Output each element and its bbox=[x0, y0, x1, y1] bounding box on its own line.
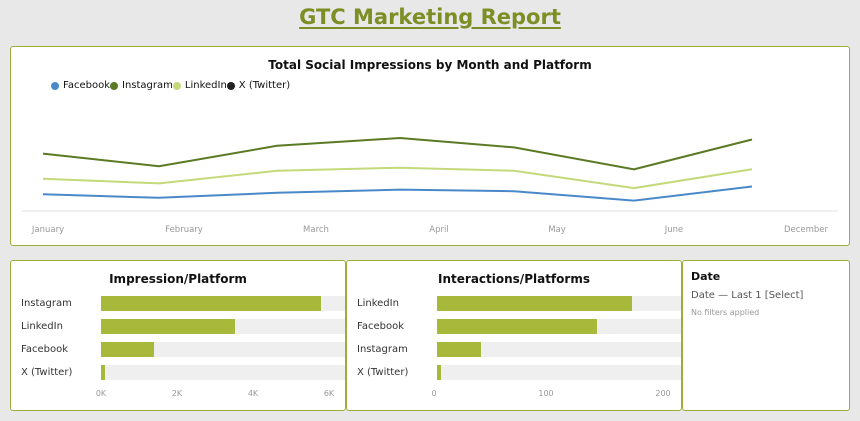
date-heading: Date bbox=[691, 270, 721, 283]
bar-mark bbox=[101, 296, 321, 311]
bar-category-label: Facebook bbox=[357, 321, 404, 332]
legend-item-facebook[interactable]: Facebook bbox=[51, 80, 110, 91]
x-tick-label: January bbox=[31, 225, 64, 235]
interactions-title: Interactions/Platforms bbox=[438, 272, 590, 286]
bar-category-label: X (Twitter) bbox=[357, 367, 409, 378]
x-tick-label: May bbox=[548, 225, 566, 235]
series-line-linkedin bbox=[42, 166, 753, 190]
bar-category-label: Facebook bbox=[21, 344, 68, 355]
legend-item-instagram[interactable]: Instagram bbox=[110, 80, 173, 91]
bar-category-label: LinkedIn bbox=[21, 321, 63, 332]
legend-label: Facebook bbox=[63, 80, 110, 91]
line-chart-panel: Total Social Impressions by Month and Pl… bbox=[10, 46, 850, 246]
x-tick-label: 2K bbox=[171, 389, 183, 398]
report-title: GTC Marketing Report bbox=[299, 5, 561, 29]
line-chart-plot: January February March April May June December bbox=[22, 136, 838, 235]
bar-mark bbox=[437, 319, 597, 334]
legend-dot-x-twitter bbox=[226, 81, 235, 90]
bar-mark bbox=[437, 365, 441, 380]
x-tick-label: 200 bbox=[655, 389, 671, 398]
legend-dot-instagram bbox=[110, 81, 118, 90]
x-tick-label: 100 bbox=[538, 389, 554, 398]
bar-row[interactable]: Facebook bbox=[357, 319, 681, 335]
date-filter-select[interactable]: Date — Last 1 [Select] bbox=[691, 290, 804, 301]
bar-track bbox=[101, 342, 345, 357]
bar-row[interactable]: Instagram bbox=[357, 342, 681, 358]
bar-mark bbox=[437, 296, 633, 311]
bar-row[interactable]: X (Twitter) bbox=[21, 365, 345, 381]
bar-row[interactable]: X (Twitter) bbox=[357, 365, 681, 381]
bar-row[interactable]: Facebook bbox=[21, 342, 345, 358]
series-line-facebook bbox=[42, 185, 753, 202]
bar-row[interactable]: LinkedIn bbox=[21, 319, 345, 335]
bar-track bbox=[437, 342, 681, 357]
bar-row[interactable]: LinkedIn bbox=[357, 296, 681, 312]
bar-track bbox=[101, 365, 345, 380]
bar-category-label: Instagram bbox=[357, 344, 408, 355]
bar-row[interactable]: Instagram bbox=[21, 296, 345, 312]
bar-mark bbox=[437, 342, 481, 357]
legend-label: Instagram bbox=[122, 80, 173, 91]
impressions-title: Impression/Platform bbox=[109, 272, 247, 286]
bar-track bbox=[437, 365, 681, 380]
x-tick-label: 4K bbox=[247, 389, 259, 398]
bar-track bbox=[101, 296, 345, 311]
x-tick-label: 6K bbox=[323, 389, 335, 398]
legend-label: LinkedIn bbox=[184, 80, 227, 91]
bar-track bbox=[437, 319, 681, 334]
bar-mark bbox=[101, 342, 154, 357]
legend-item-x-twitter[interactable]: X (Twitter) bbox=[226, 80, 291, 91]
x-tick-label: April bbox=[429, 225, 448, 235]
series-line-instagram bbox=[42, 136, 753, 171]
impressions-panel: Impression/Platform Instagram LinkedIn Fac… bbox=[10, 260, 346, 411]
legend-dot-linkedin bbox=[172, 81, 181, 90]
bar-category-label: Instagram bbox=[21, 298, 72, 309]
date-filter-panel: Date Date — Last 1 [Select] No filters a… bbox=[682, 260, 850, 411]
legend-dot-facebook bbox=[51, 81, 59, 90]
x-tick-label: December bbox=[784, 225, 829, 235]
line-chart-title: Total Social Impressions by Month and Pl… bbox=[268, 58, 592, 72]
x-tick-label: March bbox=[303, 225, 329, 235]
x-tick-label: 0 bbox=[431, 389, 437, 398]
legend-item-linkedin[interactable]: LinkedIn bbox=[172, 80, 227, 91]
bar-track bbox=[437, 296, 681, 311]
line-chart-legend: Facebook Instagram LinkedIn X (Twitter) bbox=[51, 80, 290, 91]
x-tick-label: June bbox=[664, 225, 684, 235]
filter-status-note: No filters applied bbox=[691, 308, 760, 317]
bar-category-label: X (Twitter) bbox=[21, 367, 73, 378]
bar-mark bbox=[101, 319, 236, 334]
bar-track bbox=[101, 319, 345, 334]
bar-mark bbox=[101, 365, 106, 380]
bar-category-label: LinkedIn bbox=[357, 298, 399, 309]
legend-label: X (Twitter) bbox=[238, 80, 291, 91]
interactions-panel: Interactions/Platforms LinkedIn Facebook I… bbox=[346, 260, 682, 411]
x-tick-label: 0K bbox=[95, 389, 107, 398]
x-tick-label: February bbox=[165, 225, 203, 235]
